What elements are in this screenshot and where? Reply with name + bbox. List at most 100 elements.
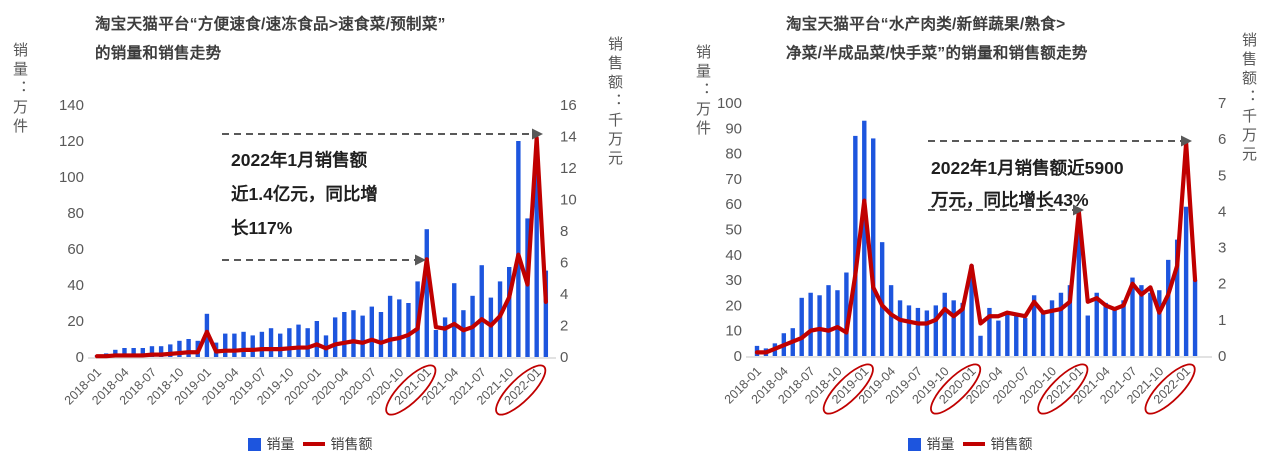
volume-bar [122,348,127,357]
right-chart-title-line1: 淘宝天猫平台“水产肉类/新鲜蔬果/熟食> [786,16,1066,33]
volume-bar [1067,285,1073,356]
y-tick-label-left: 40 [725,247,742,264]
volume-bar [406,303,411,357]
left-chart-title-line2: 的销量和销售走势 [95,45,222,62]
volume-bar [1174,239,1180,356]
revenue-line-swatch-icon [302,442,325,446]
volume-bar [461,310,466,357]
volume-bar [808,292,813,356]
volume-bar [1005,312,1010,356]
y-tick-label-right: 0 [560,349,568,366]
y-tick-label-left: 60 [67,241,84,258]
volume-bar [158,346,164,357]
volume-bar-swatch-icon [247,437,261,451]
volume-bar [933,305,938,356]
volume-bar [835,290,840,356]
volume-bar [1157,290,1162,356]
volume-bar [987,307,992,356]
legend-volume-item: 销量 [907,434,955,454]
highlight-circle [385,364,437,416]
annotation-text-line: 长117% [231,218,293,238]
volume-bar [1166,259,1171,356]
volume-bar [817,295,822,356]
highlight-circle [1037,363,1089,415]
volume-bar [479,265,484,357]
volume-bar [360,315,365,357]
y-tick-label-left: 20 [725,297,742,314]
highlight-circle [930,363,982,415]
volume-bar [960,302,965,356]
volume-bar [1148,292,1153,356]
highlight-circle [1144,363,1196,415]
y-tick-label-left: 0 [734,348,742,365]
volume-bar [314,321,320,357]
right-chart-left-axis-title: 销量：万件 [694,44,711,139]
y-tick-label-left: 30 [725,272,742,289]
volume-bar [168,344,173,357]
volume-bar [342,312,347,357]
right-chart-title-line2: 净菜/半成品菜/快手菜”的销量和销售额走势 [786,45,1088,62]
y-tick-label-left: 80 [67,205,84,222]
y-tick-label-right: 8 [560,223,568,240]
left-chart-legend: 销量 销售额 [150,434,470,454]
y-tick-label-right: 0 [1218,348,1226,365]
volume-bar [241,331,246,357]
y-tick-label-left: 120 [59,133,84,150]
arrowhead-icon [532,128,543,140]
volume-bar [942,292,947,356]
y-tick-label-right: 12 [560,160,577,177]
volume-bar [497,281,503,357]
volume-bar [268,328,274,357]
volume-bar [1085,315,1090,356]
right-chart-title: 淘宝天猫平台“水产肉类/新鲜蔬果/熟食> 净菜/半成品菜/快手菜”的销量和销售额… [786,10,1088,68]
volume-bar [232,333,237,357]
y-tick-label-right: 14 [560,129,577,146]
volume-bar [897,300,903,356]
volume-bar [397,299,402,357]
volume-bar [424,229,429,357]
legend-volume-label: 销量 [266,436,295,452]
volume-bar [1014,315,1019,356]
volume-bar [149,346,155,357]
volume-bar [387,295,393,357]
volume-bar [131,348,136,357]
volume-bar [853,135,858,356]
y-tick-label-right: 1 [1218,312,1226,329]
volume-bar [250,335,255,357]
y-tick-label-right: 2 [1218,276,1226,293]
annotation-text-line: 2022年1月销售额近5900 [931,158,1124,178]
volume-bar [1076,229,1082,356]
legend-revenue-item: 销售额 [302,434,373,454]
annotation-text-line: 万元，同比增长43% [930,190,1089,210]
volume-bar [351,310,356,357]
revenue-line [754,140,1198,355]
y-tick-label-left: 40 [67,277,84,294]
volume-bar [1094,292,1099,356]
volume-bar [862,120,867,357]
y-tick-label-right: 7 [1218,95,1226,112]
legend-revenue-label: 销售额 [990,436,1033,452]
arrowhead-icon [415,254,426,266]
volume-bar [332,317,338,357]
y-tick-label-right: 4 [1218,203,1226,220]
volume-bar [1183,206,1189,356]
volume-bar [1103,302,1108,356]
volume-bar [1130,277,1135,356]
volume-bar [177,340,182,357]
y-tick-label-right: 3 [1218,240,1226,257]
legend-volume-label: 销量 [926,436,955,452]
volume-bar [433,330,439,357]
y-tick-label-left: 140 [59,97,84,114]
volume-bar [799,297,804,356]
volume-bar [1049,300,1055,356]
revenue-line-swatch-icon [962,442,985,446]
volume-bar [871,138,876,356]
volume-bar [924,310,930,356]
legend-volume-item: 销量 [247,434,295,454]
volume-bar [888,285,894,356]
left-chart-canvas: 02040608010012014002468101214162018-0120… [59,97,577,416]
right-chart-canvas: 0102030405060708090100012345672018-01201… [717,95,1226,415]
volume-bar [259,331,265,357]
y-tick-label-left: 60 [725,196,742,213]
volume-bar [969,264,974,356]
